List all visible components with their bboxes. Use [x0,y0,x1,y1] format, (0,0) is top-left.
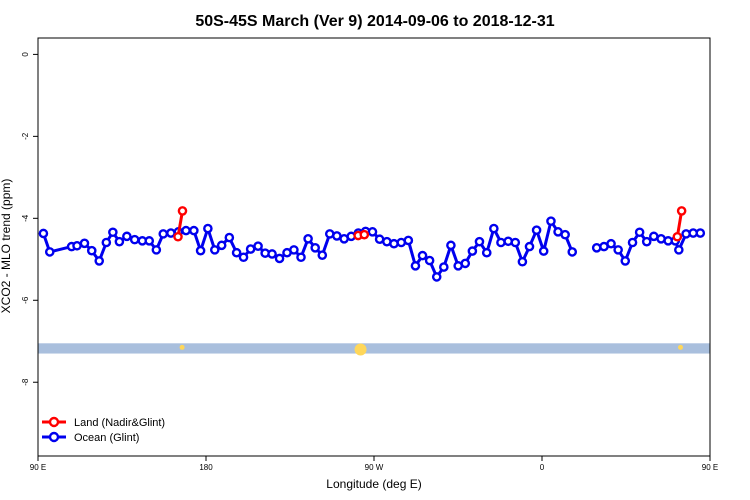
ocean-point [101,237,112,248]
ocean-point [538,246,549,256]
ocean-point [310,243,321,253]
y-axis-label: XCO2 - MLO trend (ppm) [0,179,13,314]
land-point [672,231,683,242]
ocean-point [531,225,542,235]
ocean-point [317,250,328,260]
legend-land-marker [48,416,60,428]
ocean-point [245,244,256,254]
ocean-point [274,253,285,264]
ocean-point [86,245,97,256]
ocean-point [129,234,140,245]
land-series [173,206,687,242]
ocean-point [209,245,220,255]
y-tick-label: -4 [21,214,30,222]
ocean-point [189,225,199,236]
x-tick-label: 90 W [365,463,384,472]
ocean-point [114,236,125,247]
ocean-point [108,227,118,238]
ocean-point [238,252,249,263]
ocean-point [460,258,471,269]
axes: 90 E 180 90 W 0 90 E 0 -2 -4 -6 -8 [21,52,718,472]
ocean-point [158,229,169,239]
ocean-point [489,223,499,234]
highlight-band-layer [38,343,710,356]
ocean-point [410,261,421,271]
ocean-point [439,262,449,272]
land-point [676,206,687,216]
ocean-point [367,227,378,237]
ocean-point [181,225,191,236]
ocean-point [510,237,521,248]
ocean-point [560,229,570,240]
ocean-point [403,235,414,246]
ocean-point [467,246,478,256]
ocean-point [620,256,631,266]
legend-ocean-marker [48,431,60,443]
ocean-point [303,234,313,244]
legend-land-label: Land (Nadir&Glint) [74,417,165,429]
ocean-series [38,216,706,282]
ocean-point [267,249,277,259]
ocean-point [296,252,306,263]
ocean-point [613,245,623,255]
ocean-point [606,238,616,249]
band-marker [678,344,684,350]
ocean-point [674,245,684,255]
ocean-point [72,240,82,251]
legend: Land (Nadir&Glint) Ocean (Glint) [42,416,165,444]
ocean-point [474,236,485,247]
land-point [359,229,370,240]
ocean-point [195,245,206,256]
x-tick-label: 180 [199,463,213,472]
ocean-point [424,255,435,266]
band-marker [354,343,367,356]
ocean-point [634,227,645,238]
x-axis-label: Longitude (deg E) [326,477,421,491]
ocean-point [546,216,556,226]
land-point [173,231,183,242]
ocean-point [431,272,442,282]
land-point [177,206,188,216]
highlight-band [38,343,710,354]
ocean-point [289,245,299,255]
ocean-point [591,243,602,253]
ocean-point [224,232,235,243]
ocean-point [231,247,242,258]
ocean-point [481,247,492,258]
band-marker [179,344,185,350]
y-tick-label: -6 [21,296,30,304]
ocean-point [253,241,263,251]
ocean-point [567,247,578,257]
ocean-point [695,228,706,238]
ocean-point [79,238,90,249]
ocean-point [94,256,105,266]
series-clip-group [38,206,706,282]
chart-title: 50S-45S March (Ver 9) 2014-09-06 to 2018… [195,13,554,30]
legend-ocean-label: Ocean (Glint) [74,432,139,444]
y-tick-label: -8 [21,378,30,386]
ocean-point [417,250,428,261]
ocean-point [203,223,213,234]
ocean-point [641,236,652,247]
ocean-point [122,231,132,242]
ocean-point [496,237,506,248]
ocean-point [151,245,162,255]
x-tick-label: 0 [540,463,545,472]
ocean-point [216,240,227,251]
x-tick-label: 90 E [30,463,46,472]
ocean-point [524,241,535,252]
x-tick-label: 90 E [702,463,718,472]
ocean-point [517,256,528,267]
y-tick-label: -2 [21,132,30,140]
series-layer [38,206,706,282]
ocean-point [44,247,55,257]
ocean-point [389,238,399,249]
ocean-point [144,236,155,246]
ocean-point [38,228,49,239]
ocean-point [446,240,456,251]
y-tick-label: 0 [21,52,30,57]
ocean-point [627,237,638,248]
